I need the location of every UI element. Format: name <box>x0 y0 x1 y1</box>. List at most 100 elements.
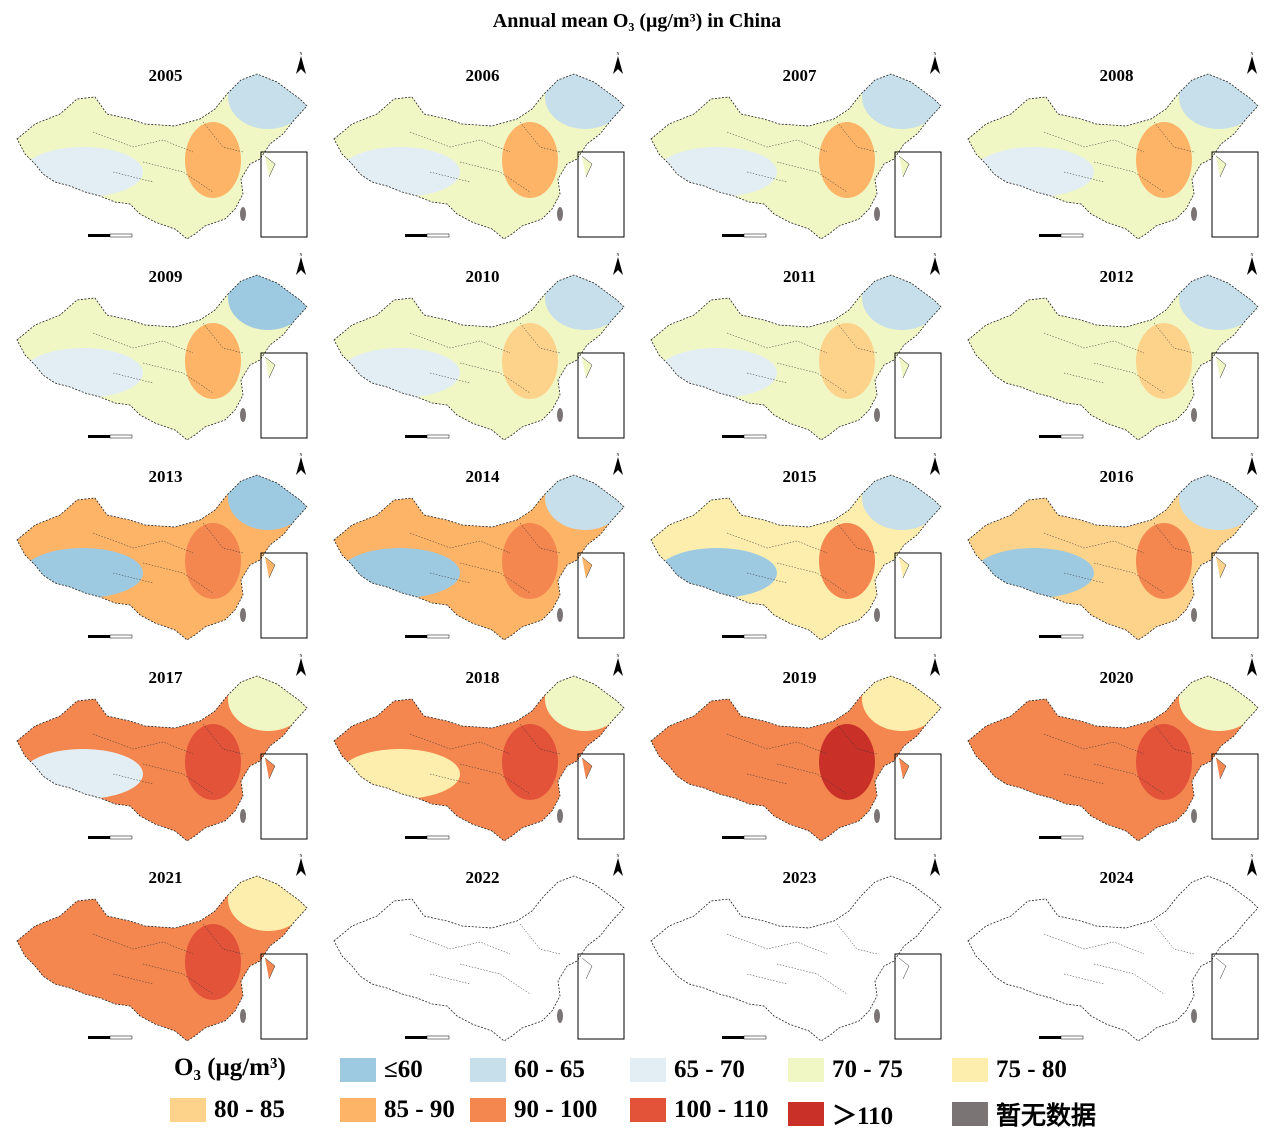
taiwan-no-data <box>557 608 563 622</box>
south-china-sea-inset <box>260 953 308 1040</box>
south-china-sea-inset <box>1211 953 1259 1040</box>
legend-label: 60 - 65 <box>514 1056 585 1083</box>
map-panel-2011: N 2011 <box>647 253 947 448</box>
north-arrow-icon <box>296 56 306 74</box>
china-boundary <box>333 875 625 1042</box>
taiwan-no-data <box>557 207 563 221</box>
north-label: N <box>934 654 937 658</box>
china-boundary <box>16 474 308 641</box>
province-boundaries <box>726 923 878 995</box>
scale-bar <box>1039 635 1061 638</box>
taiwan-no-data <box>240 808 246 823</box>
map-panel-2015: N 2015 <box>647 453 947 648</box>
scale-bar <box>88 835 110 839</box>
china-boundary <box>967 274 1259 440</box>
legend-label: 65 - 70 <box>674 1056 745 1083</box>
taiwan-no-data <box>874 608 880 622</box>
south-china-sea-inset <box>1211 151 1259 238</box>
map-panel-2010: N 2010 <box>330 253 630 448</box>
north-arrow-icon <box>613 56 623 74</box>
province-boundaries <box>409 121 561 193</box>
china-boundary <box>967 875 1259 1042</box>
scale-bar <box>722 434 744 438</box>
panel-year: 2019 <box>782 667 817 687</box>
map-panel-2016: N 2016 <box>964 453 1264 648</box>
scale-bar <box>405 835 427 839</box>
china-boundary <box>650 274 942 440</box>
legend-swatch <box>952 1102 988 1126</box>
legend-swatch <box>170 1098 206 1122</box>
north-arrow-icon <box>613 457 623 475</box>
scale-bar <box>722 234 744 237</box>
province-boundaries <box>409 522 561 594</box>
province-boundaries <box>726 522 878 594</box>
legend-swatch <box>340 1098 376 1122</box>
legend-label: 90 - 100 <box>514 1096 598 1123</box>
north-label: N <box>1251 854 1254 858</box>
china-boundary <box>650 73 942 240</box>
province-boundaries <box>409 322 561 393</box>
taiwan-no-data <box>1191 207 1197 221</box>
scale-bar <box>1039 234 1061 237</box>
china-boundary <box>650 875 942 1042</box>
panel-year: 2011 <box>782 266 817 286</box>
legend-swatch <box>630 1058 666 1082</box>
o3-raster <box>17 74 307 239</box>
taiwan-no-data <box>240 407 246 422</box>
taiwan-no-data <box>1191 407 1197 422</box>
north-arrow-icon <box>296 657 306 676</box>
south-china-sea-inset <box>894 753 942 839</box>
panel-year: 2006 <box>465 66 500 85</box>
north-label: N <box>300 453 303 457</box>
legend-label: ＞110 <box>832 1103 894 1130</box>
north-arrow-icon <box>1247 858 1257 876</box>
taiwan-no-data <box>240 608 246 622</box>
legend-item: 85 - 90 <box>340 1096 455 1124</box>
north-arrow-icon <box>930 256 940 275</box>
taiwan-no-data <box>874 808 880 823</box>
north-label: N <box>1251 253 1254 257</box>
south-china-sea-inset <box>894 352 942 438</box>
taiwan-no-data <box>1191 808 1197 823</box>
south-china-sea-inset <box>577 753 625 839</box>
legend-swatch <box>470 1058 506 1082</box>
south-china-sea-inset <box>1211 753 1259 839</box>
panel-year: 2013 <box>148 467 183 486</box>
south-china-sea-inset <box>577 352 625 438</box>
province-boundaries <box>1043 522 1195 594</box>
north-label: N <box>1251 453 1254 457</box>
panel-year: 2023 <box>782 868 817 887</box>
province-boundaries <box>92 121 244 193</box>
north-arrow-icon <box>1247 256 1257 275</box>
scale-bar <box>88 234 110 237</box>
o3-raster <box>334 675 624 841</box>
scale-bar <box>405 635 427 638</box>
o3-raster <box>17 475 307 640</box>
taiwan-no-data <box>874 207 880 221</box>
north-arrow-icon <box>930 858 940 876</box>
north-arrow-icon <box>296 256 306 275</box>
south-china-sea-inset <box>577 151 625 238</box>
o3-raster <box>968 675 1258 841</box>
legend-item: 70 - 75 <box>788 1056 903 1084</box>
north-label: N <box>300 52 303 56</box>
north-label: N <box>1251 52 1254 56</box>
north-label: N <box>1251 654 1254 658</box>
legend-label: 暂无数据 <box>996 1103 1097 1130</box>
map-panel-2007: N 2007 <box>647 52 947 247</box>
china-boundary <box>16 73 308 240</box>
legend-item: 100 - 110 <box>630 1096 768 1124</box>
north-arrow-icon <box>1247 457 1257 475</box>
taiwan-no-data <box>557 808 563 823</box>
scale-bar <box>722 635 744 638</box>
o3-raster <box>17 675 307 841</box>
panel-year: 2009 <box>148 266 183 286</box>
map-panel-2006: N 2006 <box>330 52 630 247</box>
north-label: N <box>300 654 303 658</box>
legend-label: 70 - 75 <box>832 1056 903 1083</box>
province-boundaries <box>92 923 244 995</box>
south-china-sea-inset <box>894 552 942 639</box>
north-label: N <box>617 654 620 658</box>
china-boundary <box>967 474 1259 641</box>
o3-raster <box>968 274 1258 440</box>
